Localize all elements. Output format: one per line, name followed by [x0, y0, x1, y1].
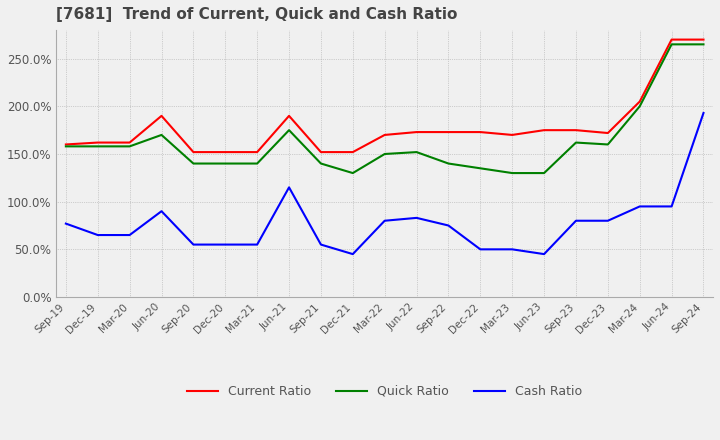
Current Ratio [61, 142, 70, 147]
Current Ratio [667, 37, 676, 42]
Quick Ratio [508, 170, 516, 176]
Cash Ratio [157, 209, 166, 214]
Cash Ratio [253, 242, 261, 247]
Cash Ratio [221, 242, 230, 247]
Quick Ratio [61, 144, 70, 149]
Current Ratio [157, 113, 166, 118]
Cash Ratio [61, 221, 70, 226]
Cash Ratio [125, 232, 134, 238]
Current Ratio [94, 140, 102, 145]
Cash Ratio [317, 242, 325, 247]
Quick Ratio [540, 170, 549, 176]
Quick Ratio [157, 132, 166, 138]
Cash Ratio [284, 185, 293, 190]
Cash Ratio [667, 204, 676, 209]
Current Ratio [413, 129, 421, 135]
Current Ratio [636, 99, 644, 104]
Quick Ratio [380, 151, 389, 157]
Quick Ratio [221, 161, 230, 166]
Current Ratio [699, 37, 708, 42]
Quick Ratio [125, 144, 134, 149]
Current Ratio [348, 150, 357, 155]
Cash Ratio [94, 232, 102, 238]
Text: [7681]  Trend of Current, Quick and Cash Ratio: [7681] Trend of Current, Quick and Cash … [56, 7, 458, 22]
Cash Ratio [444, 223, 453, 228]
Cash Ratio [413, 215, 421, 220]
Current Ratio [221, 150, 230, 155]
Line: Current Ratio: Current Ratio [66, 40, 703, 152]
Quick Ratio [284, 128, 293, 133]
Current Ratio [189, 150, 198, 155]
Cash Ratio [476, 247, 485, 252]
Quick Ratio [636, 104, 644, 109]
Current Ratio [380, 132, 389, 138]
Current Ratio [476, 129, 485, 135]
Cash Ratio [699, 110, 708, 116]
Cash Ratio [572, 218, 580, 224]
Current Ratio [125, 140, 134, 145]
Cash Ratio [189, 242, 198, 247]
Legend: Current Ratio, Quick Ratio, Cash Ratio: Current Ratio, Quick Ratio, Cash Ratio [182, 380, 588, 403]
Current Ratio [603, 130, 612, 136]
Current Ratio [317, 150, 325, 155]
Current Ratio [253, 150, 261, 155]
Quick Ratio [189, 161, 198, 166]
Quick Ratio [603, 142, 612, 147]
Cash Ratio [348, 252, 357, 257]
Cash Ratio [540, 252, 549, 257]
Current Ratio [540, 128, 549, 133]
Current Ratio [444, 129, 453, 135]
Quick Ratio [667, 42, 676, 47]
Quick Ratio [317, 161, 325, 166]
Quick Ratio [253, 161, 261, 166]
Current Ratio [508, 132, 516, 138]
Quick Ratio [94, 144, 102, 149]
Cash Ratio [380, 218, 389, 224]
Quick Ratio [348, 170, 357, 176]
Cash Ratio [636, 204, 644, 209]
Quick Ratio [444, 161, 453, 166]
Quick Ratio [572, 140, 580, 145]
Cash Ratio [508, 247, 516, 252]
Current Ratio [284, 113, 293, 118]
Line: Cash Ratio: Cash Ratio [66, 113, 703, 254]
Line: Quick Ratio: Quick Ratio [66, 44, 703, 173]
Current Ratio [572, 128, 580, 133]
Cash Ratio [603, 218, 612, 224]
Quick Ratio [413, 150, 421, 155]
Quick Ratio [476, 165, 485, 171]
Quick Ratio [699, 42, 708, 47]
